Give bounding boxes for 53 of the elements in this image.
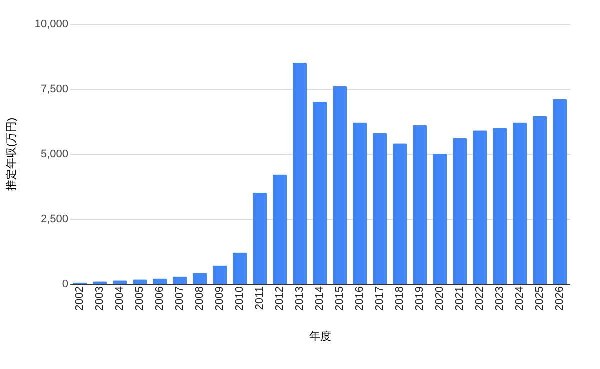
x-tick-label: 2020 (434, 286, 446, 311)
x-tick-label: 2004 (114, 286, 126, 311)
bar (413, 125, 427, 284)
x-tick-label: 2010 (234, 286, 246, 311)
x-tick-label: 2017 (374, 286, 386, 311)
x-tick-label: 2008 (194, 286, 206, 311)
bar (173, 276, 187, 284)
y-tick-label: 10,000 (34, 18, 68, 30)
bar (233, 252, 247, 284)
x-tick-label: 2007 (174, 286, 186, 311)
bar (513, 122, 527, 284)
bar (453, 138, 467, 284)
bar (393, 144, 407, 284)
bar (373, 133, 387, 284)
bar (193, 273, 207, 284)
x-tick-label: 2002 (74, 286, 86, 311)
x-tick-label: 2011 (254, 286, 266, 310)
bar (353, 122, 367, 284)
bar (313, 102, 327, 284)
x-axis-title: 年度 (310, 330, 332, 343)
x-tick-label: 2018 (394, 286, 406, 311)
x-tick-label: 2009 (214, 286, 226, 311)
bar (273, 174, 287, 284)
bar (433, 154, 447, 284)
x-tick-label: 2013 (294, 286, 306, 311)
x-tick-label: 2014 (314, 286, 326, 311)
x-tick-label: 2012 (274, 286, 286, 311)
x-tick-label: 2016 (354, 286, 366, 311)
bar (153, 278, 167, 284)
y-axis-title: 推定年収(万円) (4, 118, 18, 192)
x-tick-label: 2025 (534, 286, 546, 311)
x-tick-label: 2026 (554, 286, 566, 311)
y-tick-label: 7,500 (40, 84, 68, 96)
bar (213, 266, 227, 284)
bar (493, 128, 507, 284)
bar (533, 116, 547, 284)
y-tick-label: 0 (62, 278, 68, 290)
x-tick-label: 2003 (94, 286, 106, 311)
x-tick-label: 2022 (474, 286, 486, 311)
x-tick-label: 2019 (414, 286, 426, 311)
bar (333, 86, 347, 284)
bar (553, 99, 567, 284)
x-tick-label: 2024 (514, 286, 526, 311)
bar (253, 193, 267, 284)
bar (293, 63, 307, 284)
x-tick-label: 2023 (494, 286, 506, 311)
bar (473, 130, 487, 284)
x-tick-label: 2015 (334, 286, 346, 311)
x-tick-label: 2021 (454, 286, 466, 311)
x-tick-label: 2006 (154, 286, 166, 311)
y-tick-label: 5,000 (40, 148, 68, 160)
y-tick-label: 2,500 (40, 214, 68, 226)
x-tick-label: 2005 (134, 286, 146, 311)
